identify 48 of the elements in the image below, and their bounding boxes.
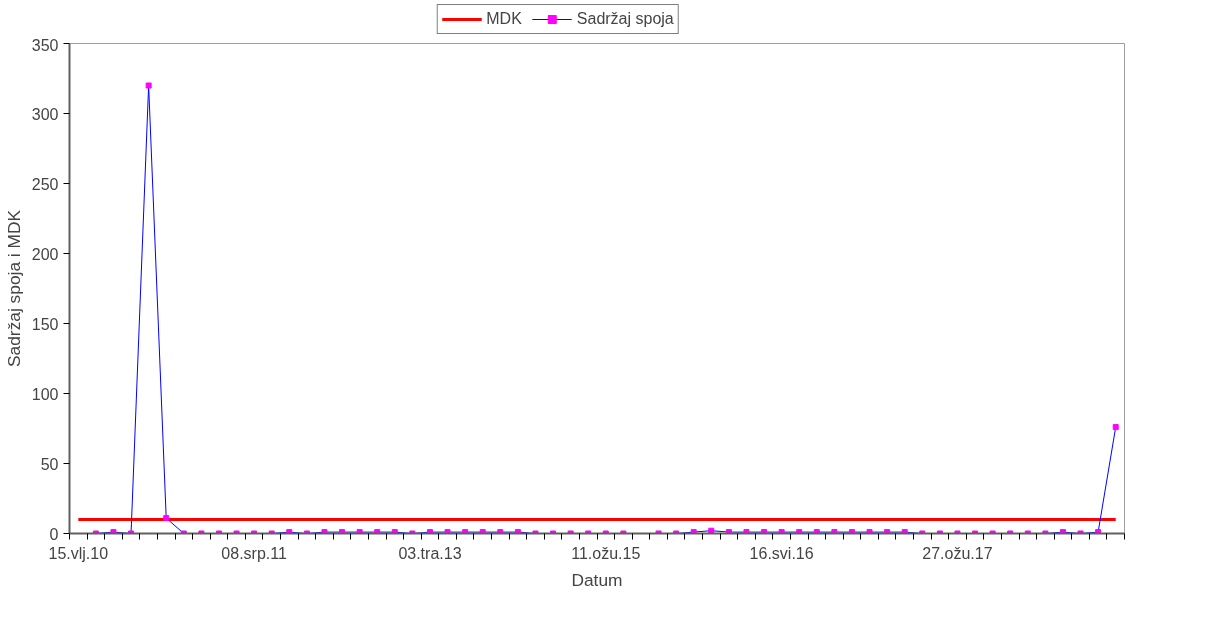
point <box>497 529 504 534</box>
point <box>479 529 486 534</box>
point <box>901 529 908 534</box>
y-tick-label: 100 <box>31 385 59 403</box>
point <box>110 529 117 534</box>
point <box>761 529 768 534</box>
point <box>884 529 891 534</box>
y-axis-title: Sadržaj spoja i MDK <box>3 209 24 367</box>
x-axis-title: Datum <box>571 569 623 590</box>
point <box>813 529 820 534</box>
legend-label: MDK <box>486 10 522 28</box>
x-tick-label: 15.vlj.10 <box>48 544 109 562</box>
y-tick-label: 200 <box>31 245 59 263</box>
point <box>514 529 521 534</box>
point <box>286 529 293 534</box>
point <box>725 529 732 534</box>
point <box>690 529 697 534</box>
point <box>1059 529 1066 534</box>
legend-label: Sadržaj spoja <box>576 10 674 28</box>
point <box>374 529 381 534</box>
y-tick-label: 350 <box>31 36 59 54</box>
y-tick-label: 0 <box>49 525 59 543</box>
point <box>391 529 398 534</box>
point <box>866 529 873 534</box>
x-tick-label: 16.svi.16 <box>749 544 814 562</box>
point <box>462 529 469 534</box>
point <box>339 529 346 534</box>
point <box>321 529 328 534</box>
point <box>1095 529 1102 534</box>
y-tick-label: 300 <box>31 105 59 123</box>
point <box>796 529 803 534</box>
y-tick-label: 50 <box>40 455 59 473</box>
point <box>778 529 785 534</box>
point <box>831 529 838 534</box>
point <box>163 515 170 522</box>
y-tick-label: 250 <box>31 175 59 193</box>
point <box>356 529 363 534</box>
x-tick-label: 08.srp.11 <box>221 544 287 562</box>
point <box>145 82 152 89</box>
x-tick-label: 27.ožu.17 <box>922 544 993 562</box>
point <box>444 529 451 534</box>
x-tick-label: 03.tra.13 <box>398 544 462 562</box>
x-tick-label: 11.ožu.15 <box>571 544 641 562</box>
y-tick-label: 150 <box>31 315 59 333</box>
point <box>1112 424 1119 431</box>
point <box>848 529 855 534</box>
point <box>426 529 433 534</box>
point <box>743 529 750 534</box>
